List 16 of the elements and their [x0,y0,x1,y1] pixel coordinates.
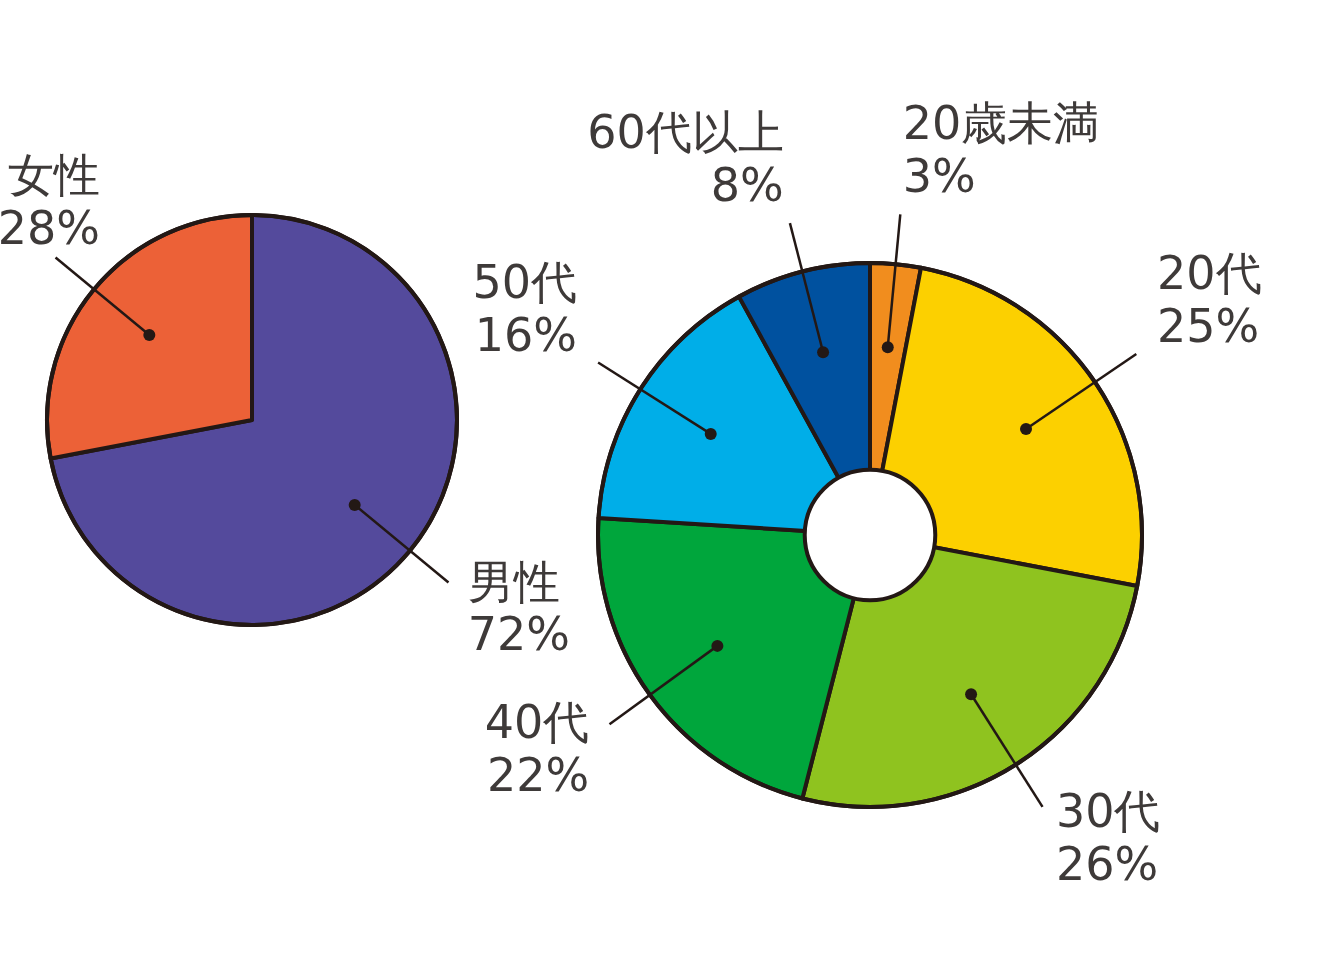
slice-label: 60代以上 [587,105,784,159]
data-label: 28% [0,200,100,255]
slice-label: 女性 [8,147,100,202]
data-label: 8% [710,157,784,212]
slice-label: 50代 [472,255,578,310]
data-label: 26% [1055,836,1159,891]
slice-label: 男性 [467,554,560,609]
data-label: 16% [474,308,578,363]
data-label: 72% [467,607,570,662]
data-label: 25% [1157,298,1260,353]
data-label: 3% [902,148,976,203]
data-label: 22% [487,747,590,802]
slice-label: 30代 [1055,784,1161,839]
slice-label: 20歳未満 [902,95,1100,150]
slice-label: 40代 [484,695,590,750]
slice-label: 20代 [1157,246,1262,301]
